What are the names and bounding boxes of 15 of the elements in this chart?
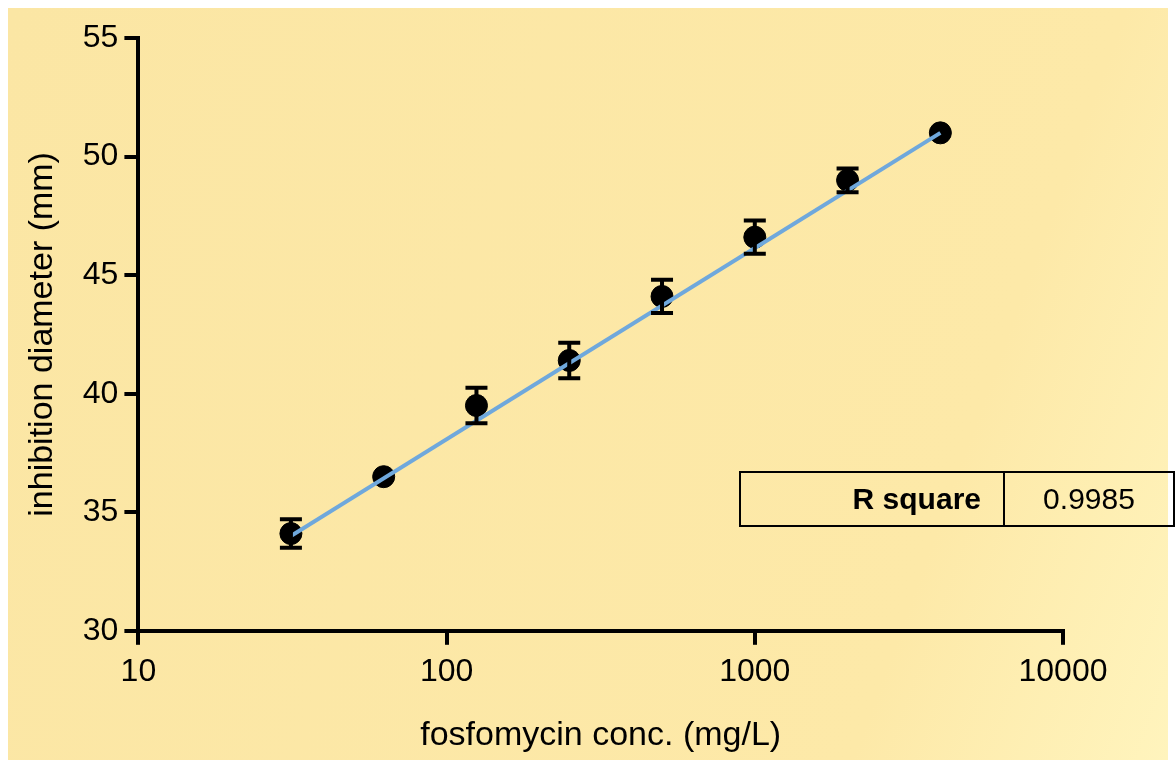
x-tick-label: 10000: [1018, 651, 1108, 688]
y-tick-label: 45: [82, 254, 119, 291]
r-square-table: R square 0.9985: [739, 470, 1175, 527]
x-tick-label: 1000: [719, 651, 791, 688]
x-tick-label: 10: [120, 651, 157, 688]
y-tick-label: 55: [82, 17, 119, 54]
y-tick-label: 50: [82, 136, 119, 173]
annotation: 0.9985: [1003, 472, 1173, 525]
x-tick-label: 100: [419, 651, 474, 688]
y-axis-title: inhibition diameter (mm): [20, 152, 59, 517]
annotation: R square: [851, 480, 982, 517]
y-tick-label: 30: [82, 610, 119, 647]
y-tick-label: 35: [82, 492, 119, 529]
x-axis-title: fosfomycin conc. (mg/L): [420, 713, 782, 752]
y-tick-label: 40: [82, 373, 119, 410]
